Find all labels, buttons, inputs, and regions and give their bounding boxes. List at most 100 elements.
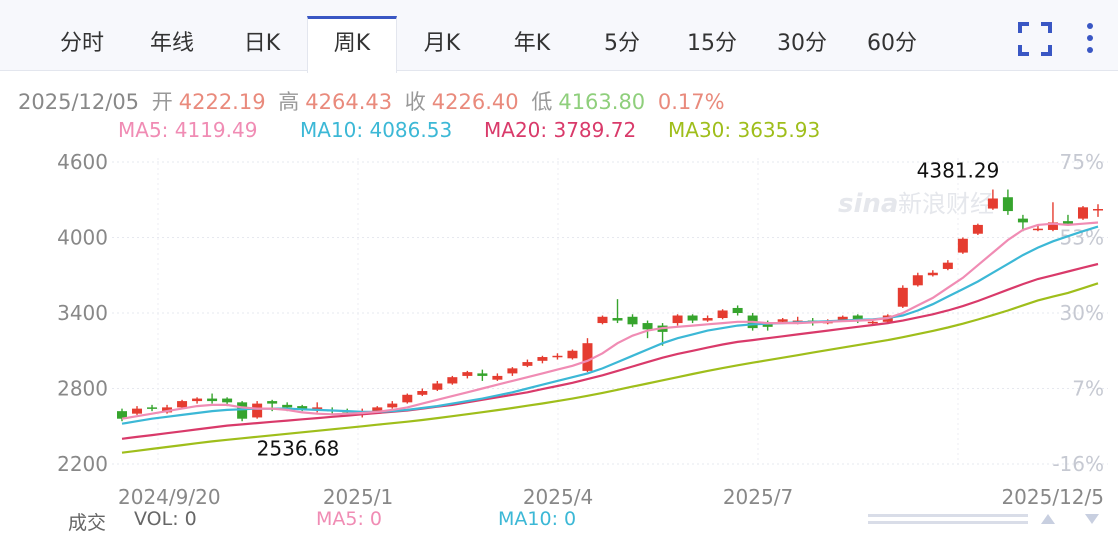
candle bbox=[702, 315, 713, 322]
tab-5min[interactable]: 5分 bbox=[604, 31, 640, 56]
candle-body bbox=[507, 368, 518, 374]
tab-60min[interactable]: 60分 bbox=[867, 31, 917, 56]
more-icon[interactable] bbox=[1080, 20, 1100, 56]
candle-body bbox=[732, 307, 743, 313]
candle-body bbox=[672, 315, 683, 324]
candle bbox=[1093, 204, 1103, 217]
x-tick-label: 2025/1 bbox=[323, 485, 393, 508]
candle bbox=[252, 401, 263, 419]
candle-body bbox=[237, 402, 248, 419]
close-value: 4226.40 bbox=[431, 90, 519, 114]
candle bbox=[942, 260, 953, 271]
candle-body bbox=[537, 357, 548, 361]
candle-body bbox=[612, 318, 623, 321]
candle bbox=[612, 299, 623, 324]
tab-30min[interactable]: 30分 bbox=[777, 31, 827, 56]
candle-body bbox=[687, 315, 698, 321]
candle-body bbox=[897, 287, 908, 307]
ma10-legend: MA10: 4086.53 bbox=[300, 118, 453, 142]
candle-body bbox=[297, 406, 308, 409]
volume-ma10: MA10: 0 bbox=[498, 508, 577, 530]
candle bbox=[1047, 202, 1058, 232]
candle-body bbox=[1077, 207, 1088, 219]
candle-body bbox=[522, 362, 533, 366]
tab-weekly-k[interactable]: 周K bbox=[307, 16, 397, 73]
candle bbox=[387, 401, 398, 409]
y-tick-label: 4000 bbox=[57, 226, 108, 250]
open-label: 开 bbox=[151, 90, 173, 114]
candle-body bbox=[702, 318, 713, 321]
tab-monthly-k[interactable]: 月K bbox=[423, 31, 461, 56]
candle-body bbox=[192, 398, 203, 402]
fullscreen-icon[interactable] bbox=[1018, 22, 1052, 56]
candle bbox=[687, 314, 698, 324]
candle-body bbox=[912, 275, 923, 286]
watermark-logo: sina bbox=[838, 189, 898, 219]
candle bbox=[192, 397, 203, 404]
candle-body bbox=[567, 350, 578, 359]
candle bbox=[477, 369, 488, 381]
candle-body bbox=[147, 407, 158, 409]
candle bbox=[732, 305, 743, 316]
tab-year-line[interactable]: 年线 bbox=[149, 31, 194, 56]
candle-body bbox=[207, 398, 218, 402]
y-tick-label: 2200 bbox=[57, 452, 108, 476]
right-tick-label: -16% bbox=[1052, 452, 1104, 476]
ma5-legend: MA5: 4119.49 bbox=[118, 118, 258, 142]
volume-scroll-track[interactable] bbox=[868, 512, 1068, 528]
candle-body bbox=[852, 315, 863, 321]
candle-body bbox=[132, 408, 143, 414]
ma30-line bbox=[121, 282, 1099, 454]
candle bbox=[897, 285, 908, 308]
right-tick-label: 30% bbox=[1060, 301, 1104, 325]
y-tick-label: 4600 bbox=[57, 150, 108, 174]
candle bbox=[237, 401, 248, 422]
candle-body bbox=[762, 324, 773, 327]
ma5-line bbox=[121, 221, 1099, 420]
ma30-legend: MA30: 3635.93 bbox=[668, 118, 821, 142]
candle-body bbox=[477, 373, 488, 376]
right-tick-label: 7% bbox=[1072, 377, 1104, 401]
tab-minute[interactable]: 分时 bbox=[59, 31, 104, 56]
candle bbox=[522, 359, 533, 368]
candle-body bbox=[1017, 218, 1028, 223]
scroll-down-icon[interactable] bbox=[1084, 512, 1100, 526]
candle bbox=[537, 355, 548, 364]
candle bbox=[597, 315, 608, 325]
candle-body bbox=[1093, 209, 1103, 211]
candle-body bbox=[222, 398, 233, 403]
candle-body bbox=[627, 316, 638, 325]
volume-label: 成交 bbox=[68, 512, 107, 534]
candle-body bbox=[927, 272, 938, 276]
candle-body bbox=[582, 343, 593, 371]
y-tick-label: 3400 bbox=[57, 301, 108, 325]
candle-body bbox=[597, 316, 608, 324]
volume-ma5: MA5: 0 bbox=[316, 508, 383, 530]
candle-body bbox=[387, 403, 398, 408]
candle-body bbox=[117, 411, 127, 419]
candle-body bbox=[177, 401, 188, 408]
right-tick-label: 75% bbox=[1060, 150, 1104, 174]
tab-daily-k[interactable]: 日K bbox=[243, 31, 281, 56]
tab-yearly-k[interactable]: 年K bbox=[513, 31, 551, 56]
tab-15min[interactable]: 15分 bbox=[687, 31, 737, 56]
x-tick-label: 2024/9/20 bbox=[118, 485, 221, 508]
candle bbox=[132, 406, 143, 415]
candle bbox=[402, 393, 413, 404]
candle-body bbox=[552, 355, 563, 358]
period-tab-bar: 分时 年线 日K 周K 月K 年K 5分 15分 30分 60分 bbox=[0, 0, 1118, 73]
candle bbox=[927, 270, 938, 277]
candle bbox=[552, 353, 563, 360]
candle-body bbox=[462, 372, 473, 376]
scroll-up-icon[interactable] bbox=[1040, 512, 1056, 526]
candle bbox=[987, 189, 998, 210]
candle bbox=[717, 309, 728, 320]
candle-body bbox=[282, 404, 293, 408]
candle-body bbox=[642, 323, 653, 330]
high-value: 4264.43 bbox=[305, 90, 393, 114]
candle bbox=[957, 237, 968, 254]
candle-body bbox=[492, 375, 503, 380]
candle-body bbox=[1032, 228, 1043, 231]
candle bbox=[462, 370, 473, 379]
